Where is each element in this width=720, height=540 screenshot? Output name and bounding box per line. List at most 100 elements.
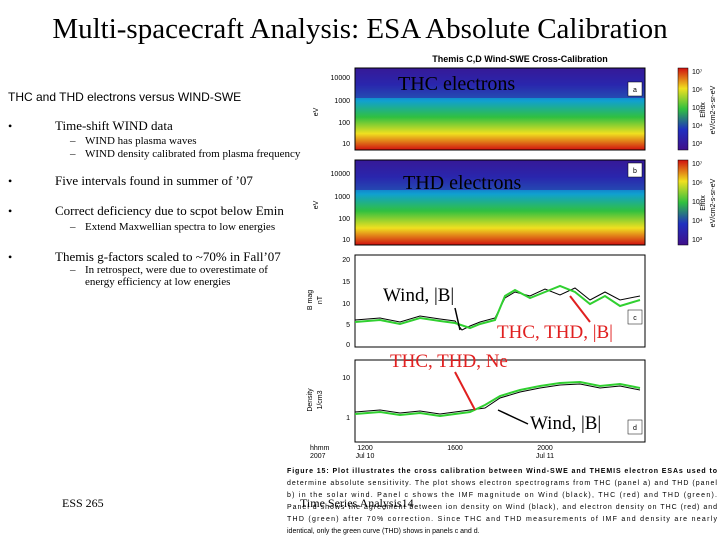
y-tick-label: 1000 — [334, 98, 350, 105]
curve-thd — [354, 284, 641, 330]
time-tick-label: Jul 10 — [356, 453, 375, 460]
sub-bullet: WIND has plasma waves — [85, 135, 197, 147]
panel-letter: d — [633, 425, 637, 432]
cbar-tick: 10⁷ — [692, 69, 703, 76]
y-tick-label: 15 — [342, 279, 350, 286]
colorbar — [677, 159, 689, 246]
panel-frame — [354, 359, 646, 443]
y-tick-label: 10 — [342, 141, 350, 148]
y-tick-label: 100 — [338, 120, 350, 127]
annotation: THC, THD, |B| — [497, 322, 613, 343]
bullet-text: Themis g-factors scaled to ~70% in Fall’… — [55, 249, 281, 264]
arrow — [497, 409, 529, 425]
sub-bullet: WIND density calibrated from plasma freq… — [85, 148, 301, 160]
bullet-list: THC and THD electrons versus WIND-SWE • … — [8, 90, 301, 288]
caption-line: Figure 15: Plot illustrates the cross ca… — [287, 468, 717, 475]
bullet: • — [8, 204, 12, 218]
y-tick-label: 10 — [342, 375, 350, 382]
y-tick-label: 10 — [342, 301, 350, 308]
y-tick-label: 1 — [346, 415, 350, 422]
y-tick-label: 1000 — [334, 194, 350, 201]
curve-thd — [354, 380, 641, 418]
arrow — [454, 371, 476, 411]
y-axis-unit: nT — [317, 295, 324, 304]
cbar-tick: 10³ — [692, 237, 703, 244]
annotation: THC electrons — [398, 73, 515, 95]
time-tick-label: 1600 — [447, 445, 463, 452]
cbar-tick: 10⁵ — [692, 199, 703, 206]
time-tick-label: Jul 11 — [536, 453, 554, 460]
caption-line: determine absolute sensitivity. The plot… — [287, 480, 717, 487]
panel-frame — [354, 159, 646, 246]
y-tick-label: 10 — [342, 237, 350, 244]
panel-letter-box — [627, 309, 643, 325]
cbar-tick: 10⁴ — [692, 123, 703, 130]
sub-bullet: energy efficiency at low energies — [85, 276, 230, 288]
caption-line: Panel d shows the agreement between ion … — [287, 504, 717, 511]
y-axis-label: eV — [313, 107, 320, 116]
cbar-tick: 10³ — [692, 141, 703, 148]
footer-center: Time Series Analysis14 — [300, 496, 414, 510]
cbar-label: Eflux — [700, 195, 707, 211]
spectrogram-top — [355, 160, 645, 190]
panel-frame — [354, 67, 646, 151]
dash: – — [69, 221, 76, 233]
annotation: Wind, |B| — [383, 285, 454, 306]
panel-letter-box — [627, 419, 643, 435]
bullet-text: Time-shift WIND data — [55, 118, 173, 133]
dash: – — [69, 135, 76, 147]
panel-letter-box — [627, 81, 643, 97]
y-tick-label: 5 — [346, 322, 350, 329]
cbar-tick: 10⁴ — [692, 218, 703, 225]
caption-line: b) in the solar wind. Panel c shows the … — [287, 492, 717, 499]
y-tick-label: 10000 — [331, 75, 351, 82]
figure: Themis C,D Wind-SWE Cross-Calibration a … — [287, 54, 717, 535]
panel-letter: c — [633, 315, 637, 322]
bullet-text: Five intervals found in summer of ’07 — [55, 173, 253, 188]
caption-line: THD (green) after 70% correction. Since … — [287, 516, 717, 523]
slide-title: Multi-spacecraft Analysis: ESA Absolute … — [52, 13, 668, 45]
arrow — [569, 295, 591, 323]
bullet: • — [8, 174, 12, 188]
bullet: • — [8, 250, 12, 264]
cbar-tick: 10⁶ — [692, 180, 703, 187]
y-tick-label: 100 — [338, 216, 350, 223]
footer-left: ESS 265 — [62, 496, 104, 510]
arrow — [454, 307, 461, 331]
figure-title: Themis C,D Wind-SWE Cross-Calibration — [432, 54, 607, 64]
y-tick-label: 0 — [346, 342, 350, 349]
annotation: THD electrons — [403, 172, 522, 194]
cbar-tick: 10⁶ — [692, 87, 703, 94]
cbar-unit: eV/cm2-s-sr-eV — [710, 85, 717, 134]
caption: Figure 15: Plot illustrates the cross ca… — [287, 468, 717, 535]
sub-bullet: Extend Maxwellian spectra to low energie… — [85, 221, 275, 233]
y-axis-unit: 1/cm3 — [317, 390, 324, 409]
bullet: • — [8, 119, 12, 133]
cbar-tick: 10⁵ — [692, 105, 703, 112]
panel-letter: a — [633, 87, 637, 94]
spectrogram-top — [355, 68, 645, 98]
dash: – — [69, 264, 76, 276]
panel-letter-box — [627, 162, 643, 178]
y-axis-label: B mag — [307, 290, 314, 310]
y-tick-label: 10000 — [331, 171, 351, 178]
y-axis-label: eV — [313, 200, 320, 209]
sub-bullet: In retrospect, were due to overestimate … — [85, 264, 268, 276]
subtitle: THC and THD electrons versus WIND-SWE — [8, 90, 241, 104]
time-tick-label: 2000 — [537, 445, 553, 452]
bullet-text: Correct deficiency due to scpot below Em… — [55, 203, 284, 218]
time-axis-label: hhmm — [310, 445, 330, 452]
curve-wind — [354, 383, 641, 415]
annotation: THC, THD, Ne — [390, 351, 508, 372]
cbar-tick: 10⁷ — [692, 161, 703, 168]
cbar-unit: eV/cm2-s-sr-eV — [710, 178, 717, 227]
y-tick-label: 20 — [342, 257, 350, 264]
cbar-label: Eflux — [700, 102, 707, 118]
y-axis-label: Density — [307, 388, 314, 412]
time-axis-label: 2007 — [310, 453, 326, 460]
dash: – — [69, 148, 76, 160]
time-tick-label: 1200 — [357, 445, 373, 452]
caption-line: identical, only the green curve (THD) sh… — [287, 528, 480, 535]
colorbar — [677, 67, 689, 151]
